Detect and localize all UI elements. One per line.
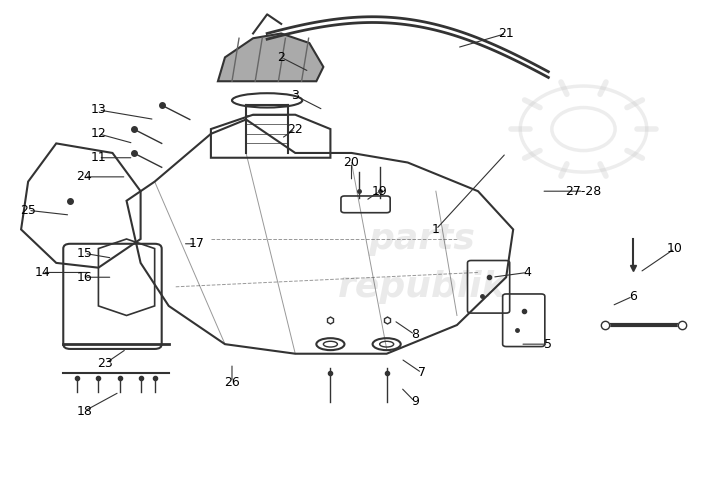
Text: 21: 21 — [498, 27, 514, 40]
Text: 2: 2 — [277, 51, 285, 64]
Text: 14: 14 — [34, 266, 50, 279]
Text: republik: republik — [337, 270, 506, 304]
Text: 13: 13 — [91, 103, 106, 117]
Text: 4: 4 — [523, 266, 531, 279]
Text: 24: 24 — [77, 170, 92, 184]
Polygon shape — [218, 33, 323, 81]
Text: 20: 20 — [344, 156, 359, 169]
Text: 7: 7 — [418, 366, 426, 380]
Text: 8: 8 — [411, 328, 419, 341]
Text: 1: 1 — [432, 223, 440, 236]
Text: 6: 6 — [628, 290, 637, 303]
Text: 15: 15 — [77, 247, 92, 260]
Text: 16: 16 — [77, 271, 92, 284]
Text: 5: 5 — [544, 337, 553, 351]
Text: 22: 22 — [288, 122, 303, 136]
Text: 18: 18 — [77, 404, 92, 418]
Text: 12: 12 — [91, 127, 106, 141]
Text: 26: 26 — [224, 376, 240, 389]
Text: 10: 10 — [667, 242, 683, 255]
Text: 19: 19 — [372, 185, 387, 198]
Text: 17: 17 — [189, 237, 205, 250]
Text: 9: 9 — [411, 395, 419, 408]
Text: 25: 25 — [20, 204, 36, 217]
Text: 11: 11 — [91, 151, 106, 164]
Text: 27-28: 27-28 — [565, 185, 602, 198]
Text: 3: 3 — [291, 89, 299, 102]
Text: parts: parts — [368, 222, 475, 256]
Text: 23: 23 — [98, 357, 113, 370]
